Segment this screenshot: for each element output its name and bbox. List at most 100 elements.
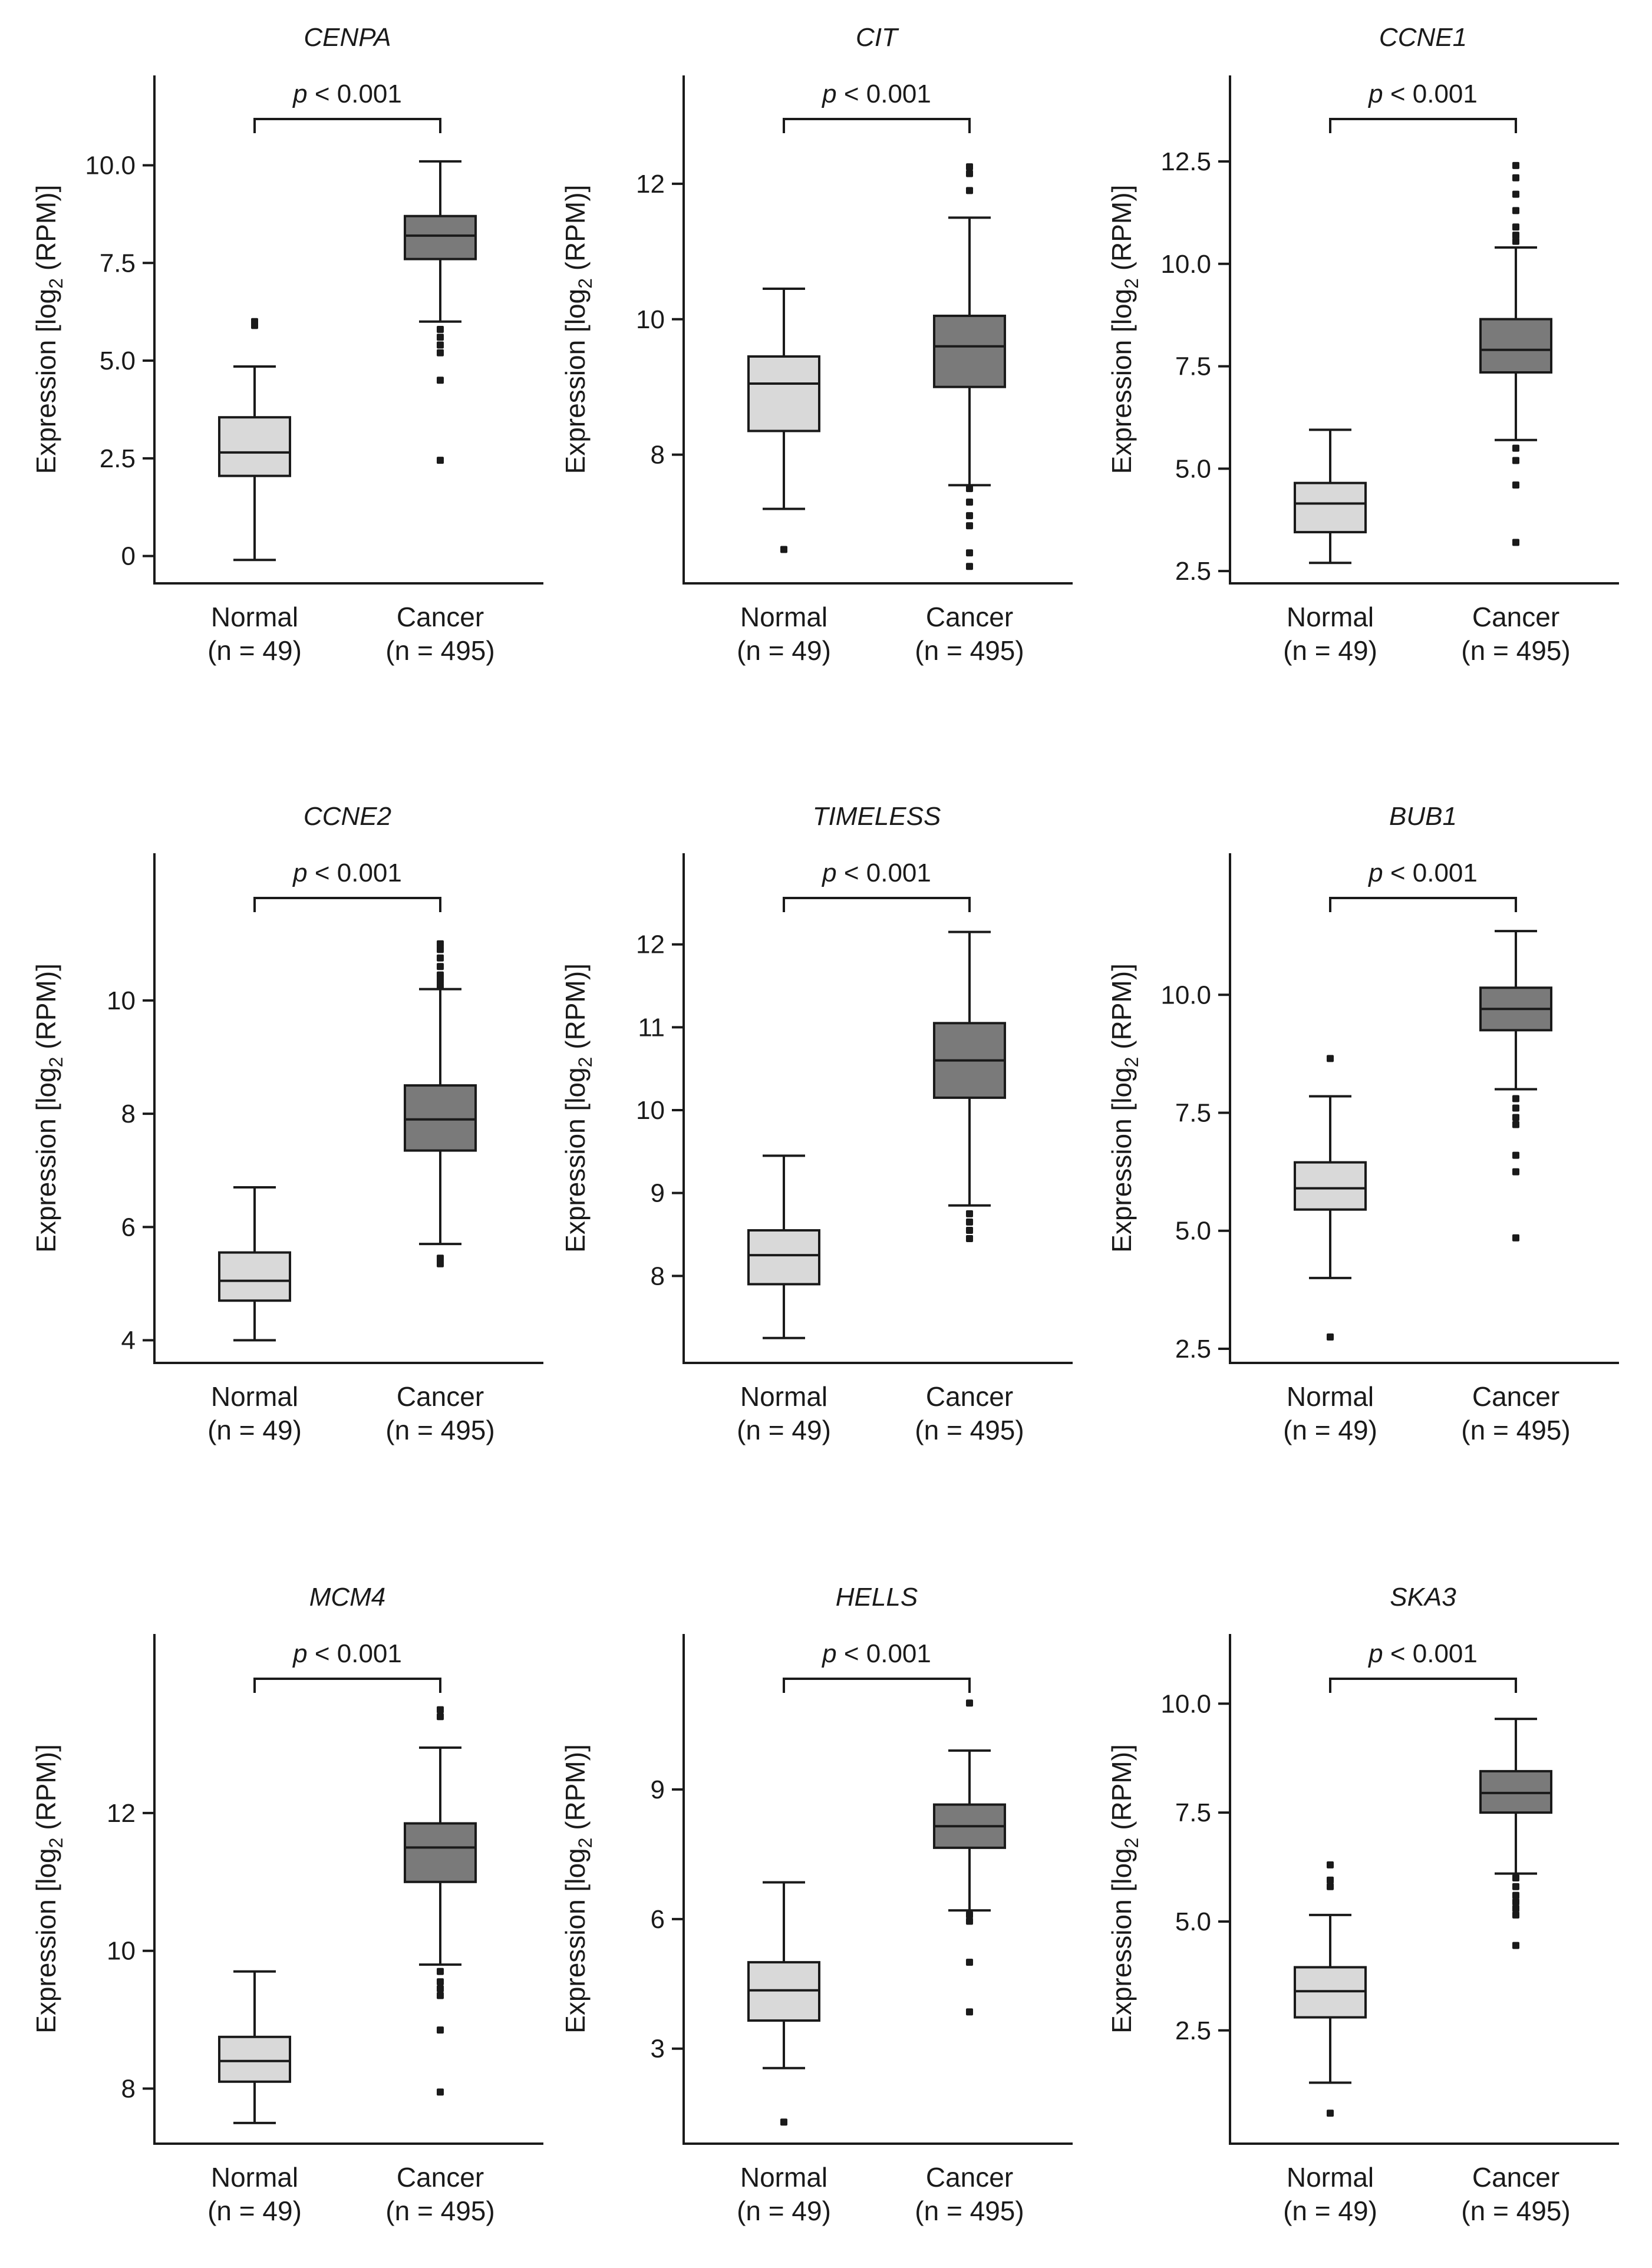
outlier-point bbox=[1512, 207, 1519, 214]
p-value-text: < 0.001 bbox=[837, 1639, 931, 1668]
y-tick-label: 9 bbox=[651, 1179, 665, 1208]
p-value-label: p < 0.001 bbox=[821, 1639, 931, 1668]
outlier-point bbox=[966, 170, 973, 177]
sample-size-label: (n = 49) bbox=[737, 635, 831, 666]
gene-title: BUB1 bbox=[1389, 802, 1457, 831]
sample-size-label: (n = 49) bbox=[207, 1415, 302, 1445]
y-axis-label-prefix: Expression [log bbox=[31, 1848, 61, 2033]
outlier-point bbox=[1512, 1904, 1519, 1912]
y-tick-label: 2.5 bbox=[1175, 557, 1211, 586]
category-label: Cancer bbox=[926, 2162, 1013, 2193]
box-normal: Normal(n = 49) bbox=[1283, 1055, 1377, 1445]
sample-size-label: (n = 495) bbox=[915, 2196, 1024, 2226]
y-axis-label-prefix: Expression [log bbox=[31, 1067, 61, 1253]
outlier-point bbox=[437, 1985, 444, 1992]
y-axis-label-suffix: (RPM)] bbox=[31, 1744, 61, 1837]
outlier-point bbox=[1512, 444, 1519, 452]
y-axis-label: Expression [log2 (RPM)] bbox=[31, 963, 67, 1253]
boxplot-panel-ccne1: CCNE1 p < 0.001 2.5 5.0 7.5 10.0 12.5 Expressio… bbox=[1106, 23, 1619, 666]
y-axis-label-suffix: (RPM)] bbox=[560, 185, 591, 278]
y-axis-label-prefix: Expression [log bbox=[31, 289, 61, 474]
outlier-point bbox=[1327, 1861, 1334, 1868]
iqr-box bbox=[747, 1229, 820, 1286]
outlier-point bbox=[1512, 232, 1519, 239]
category-label: Cancer bbox=[1472, 1381, 1559, 1412]
box-normal: Normal(n = 49) bbox=[737, 288, 831, 666]
y-tick-label: 10 bbox=[636, 1096, 665, 1125]
sample-size-label: (n = 495) bbox=[1461, 1415, 1570, 1445]
y-tick-label: 8 bbox=[121, 2074, 136, 2103]
gene-title: HELLS bbox=[836, 1583, 918, 1612]
p-value-text: < 0.001 bbox=[1383, 80, 1478, 108]
outlier-point bbox=[1512, 1874, 1519, 1882]
p-symbol: p bbox=[292, 1639, 307, 1668]
y-tick-label: 2.5 bbox=[1175, 1335, 1211, 1364]
y-axis-label-subscript: 2 bbox=[45, 278, 67, 289]
iqr-box bbox=[1294, 481, 1367, 534]
outlier-point bbox=[1512, 1891, 1519, 1899]
outlier-point bbox=[437, 954, 444, 962]
p-symbol: p bbox=[821, 859, 836, 887]
y-tick-label: 2.5 bbox=[100, 444, 136, 473]
outlier-point bbox=[966, 163, 973, 171]
outlier-point bbox=[966, 522, 973, 530]
p-value-text: < 0.001 bbox=[837, 80, 931, 108]
outlier-point bbox=[1512, 1168, 1519, 1176]
outlier-point bbox=[1512, 161, 1519, 169]
iqr-box bbox=[747, 355, 820, 433]
y-axis-label-subscript: 2 bbox=[45, 1838, 67, 1848]
y-axis-label: Expression [log2 (RPM)] bbox=[31, 1744, 67, 2033]
category-label: Normal bbox=[740, 1381, 827, 1412]
p-value-label: p < 0.001 bbox=[821, 80, 931, 108]
outlier-point bbox=[437, 457, 444, 464]
y-tick-label: 12 bbox=[636, 170, 665, 199]
p-value-label: p < 0.001 bbox=[292, 1639, 402, 1668]
outlier-point bbox=[437, 349, 444, 356]
outlier-point bbox=[1327, 1333, 1334, 1341]
box-cancer: Cancer(n = 495) bbox=[915, 930, 1024, 1445]
outlier-point bbox=[1512, 1883, 1519, 1890]
outlier-point bbox=[1512, 1151, 1519, 1159]
outlier-point bbox=[1512, 174, 1519, 181]
p-value-label: p < 0.001 bbox=[1367, 80, 1478, 108]
outlier-point bbox=[1512, 223, 1519, 231]
outlier-point bbox=[437, 1255, 444, 1262]
iqr-box bbox=[1479, 318, 1552, 374]
gene-title: MCM4 bbox=[309, 1583, 386, 1612]
outlier-point bbox=[966, 563, 973, 570]
outlier-point bbox=[437, 1260, 444, 1267]
y-axis-label-prefix: Expression [log bbox=[1106, 1067, 1137, 1253]
y-tick-label: 5.0 bbox=[1175, 454, 1211, 483]
y-axis-label: Expression [log2 (RPM)] bbox=[560, 1744, 596, 2033]
category-label: Normal bbox=[1287, 1381, 1374, 1412]
significance-bracket bbox=[783, 897, 971, 912]
p-value-text: < 0.001 bbox=[308, 80, 402, 108]
outlier-point bbox=[1512, 539, 1519, 546]
sample-size-label: (n = 495) bbox=[1461, 635, 1570, 666]
y-tick-label: 11 bbox=[638, 1013, 665, 1042]
box-normal: Normal(n = 49) bbox=[737, 1154, 831, 1445]
box-cancer: Cancer(n = 495) bbox=[915, 163, 1024, 666]
y-tick-label: 5.0 bbox=[1175, 1217, 1211, 1246]
iqr-box bbox=[218, 2035, 291, 2083]
outlier-point bbox=[966, 2008, 973, 2016]
outlier-point bbox=[437, 982, 444, 990]
sample-size-label: (n = 49) bbox=[1283, 635, 1377, 666]
iqr-box bbox=[933, 315, 1006, 388]
y-axis-label-subscript: 2 bbox=[45, 1057, 67, 1068]
outlier-point bbox=[437, 2088, 444, 2096]
p-value-text: < 0.001 bbox=[308, 1639, 402, 1668]
y-tick-label: 9 bbox=[651, 1775, 665, 1804]
p-value-text: < 0.001 bbox=[308, 859, 402, 887]
outlier-point bbox=[1327, 2109, 1334, 2117]
outlier-point bbox=[1512, 1898, 1519, 1906]
box-normal: Normal(n = 49) bbox=[737, 1881, 831, 2226]
outlier-point bbox=[1512, 1095, 1519, 1102]
y-tick-label: 2.5 bbox=[1175, 2016, 1211, 2045]
significance-bracket bbox=[253, 118, 441, 133]
outlier-point bbox=[437, 1706, 444, 1714]
y-axis-label-subscript: 2 bbox=[1121, 278, 1142, 289]
sample-size-label: (n = 49) bbox=[1283, 2196, 1377, 2226]
